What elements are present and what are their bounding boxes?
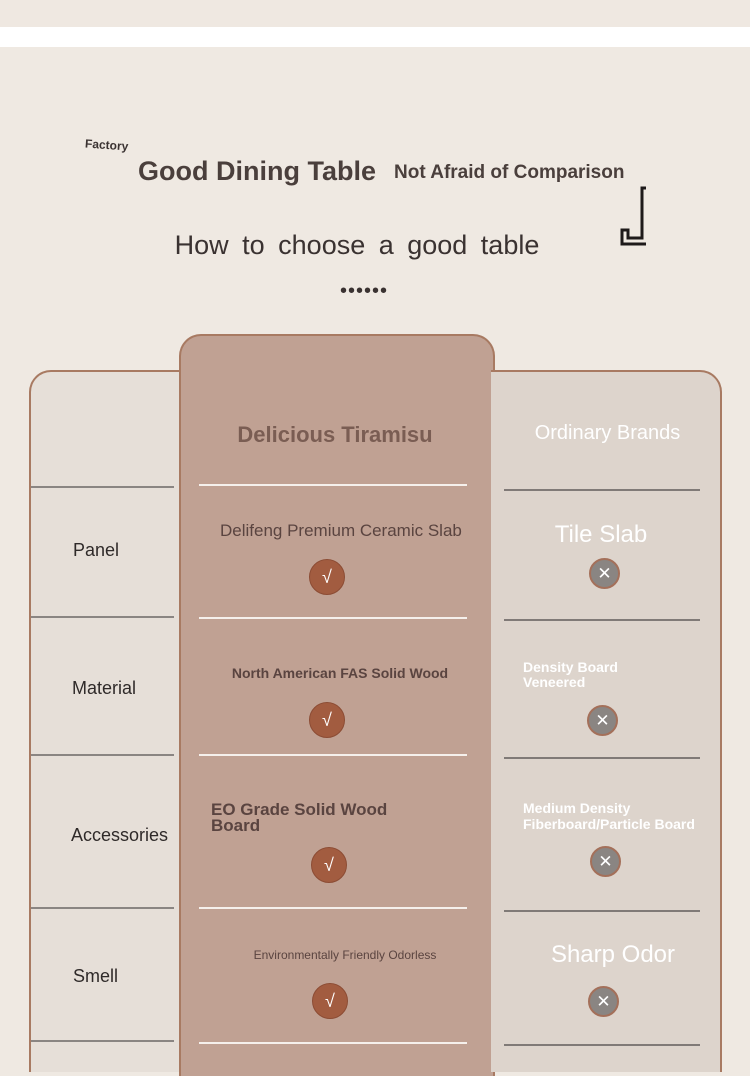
row-divider <box>31 486 174 488</box>
our-smell-text: Environmentally Friendly Odorless <box>253 948 437 962</box>
row-divider <box>504 757 700 759</box>
row-divider <box>504 910 700 912</box>
row-divider <box>199 484 467 486</box>
our-brand-heading: Delicious Tiramisu <box>237 422 433 447</box>
row-label-accessories: Accessories <box>71 825 169 845</box>
page-subtitle: Not Afraid of Comparison <box>394 162 625 183</box>
divider-band <box>0 27 750 47</box>
top-band <box>0 0 750 27</box>
row-divider <box>504 619 700 621</box>
row-divider <box>199 1042 467 1044</box>
row-divider <box>504 1044 700 1046</box>
check-icon: √ <box>312 983 348 1019</box>
row-divider <box>31 1040 174 1042</box>
page-title: Good Dining Table <box>138 156 376 186</box>
our-panel-text: Delifeng Premium Ceramic Slab <box>220 521 462 540</box>
bracket-decoration <box>620 186 646 246</box>
row-divider <box>199 617 467 619</box>
row-divider <box>504 489 700 491</box>
dots-decoration: •••••• <box>339 280 388 302</box>
our-material-text: North American FAS Solid Wood <box>231 665 449 681</box>
other-smell-text: Sharp Odor <box>550 941 676 968</box>
check-icon: √ <box>311 847 347 883</box>
row-label-smell: Smell <box>73 966 119 986</box>
factory-label: Factory <box>84 136 129 154</box>
other-panel-text: Tile Slab <box>554 521 648 548</box>
other-brand-heading: Ordinary Brands <box>534 422 681 444</box>
row-divider <box>31 616 174 618</box>
row-divider <box>31 907 174 909</box>
check-icon: √ <box>309 559 345 595</box>
row-label-material: Material <box>72 678 137 698</box>
our-accessories-text: EO Grade Solid Wood Board <box>211 800 388 835</box>
row-label-panel: Panel <box>73 540 120 560</box>
other-material-text: Density Board Veneered <box>523 659 618 690</box>
cross-icon: ✕ <box>587 705 618 736</box>
row-divider <box>31 754 174 756</box>
cross-icon: ✕ <box>590 846 621 877</box>
row-divider <box>199 907 467 909</box>
howto-heading: How to choose a good table <box>174 230 540 260</box>
cross-icon: ✕ <box>588 986 619 1017</box>
cross-icon: ✕ <box>589 558 620 589</box>
check-icon: √ <box>309 702 345 738</box>
row-divider <box>199 754 467 756</box>
other-accessories-text: Medium Density Fiberboard/Particle Board <box>523 800 695 832</box>
